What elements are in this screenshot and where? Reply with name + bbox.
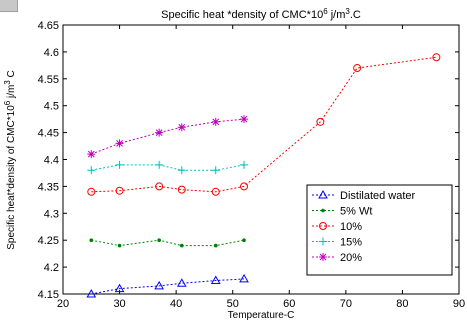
y-tick-label: 4.25: [38, 235, 59, 247]
data-point: [114, 283, 125, 293]
y-tick-label: 4.55: [38, 74, 59, 86]
series-line: [91, 118, 245, 155]
series-layer: [86, 53, 441, 298]
data-point: [155, 128, 164, 137]
y-tick-label: 4.5: [44, 101, 59, 113]
data-point: [210, 275, 221, 285]
data-point: [115, 186, 124, 195]
legend-item: 5% Wt: [312, 206, 372, 218]
series-line: [91, 164, 245, 171]
legend-item: Distilated water: [312, 189, 416, 202]
x-tick-label: 30: [113, 298, 125, 310]
data-point: [240, 160, 249, 169]
legend-item: 20%: [312, 252, 362, 264]
legend-item: 15%: [312, 237, 362, 249]
data-point: [211, 166, 220, 175]
series-4: [87, 115, 249, 159]
y-tick-label: 4.35: [38, 181, 59, 193]
y-tick-label: 4.3: [44, 208, 59, 220]
x-tick-label: 40: [170, 298, 182, 310]
series-2: [87, 53, 441, 196]
data-point: [154, 280, 165, 290]
data-point: [177, 185, 186, 194]
data-point: [432, 53, 441, 62]
data-point: [117, 243, 122, 248]
figure-corner-mark: [0, 0, 18, 12]
data-point: [86, 288, 97, 298]
data-point: [89, 238, 94, 242]
data-point: [115, 139, 124, 148]
data-point: [316, 117, 325, 126]
data-point: [115, 160, 124, 169]
legend: Distilated water 5% Wt 10% 15% 20%: [306, 184, 453, 276]
data-point: [242, 238, 246, 242]
y-tick-label: 4.4: [44, 155, 59, 167]
chart-title: Specific heat *density of CMC*106 j/m3.C: [161, 7, 361, 22]
x-tick-label: 60: [283, 298, 295, 310]
y-tick-label: 4.2: [44, 262, 59, 274]
series-line: [91, 56, 437, 193]
legend-label: Distilated water: [340, 190, 416, 202]
legend-label: 20%: [340, 252, 362, 264]
legend-marker: [319, 222, 327, 230]
data-point: [180, 243, 184, 248]
legend-marker: [321, 208, 325, 213]
data-point: [177, 123, 186, 132]
data-point: [176, 278, 187, 287]
x-tick-label: 50: [227, 298, 239, 310]
x-axis-ticks: 20 30 40 50 60 70 80 90: [57, 25, 465, 310]
y-axis-ticks: 4.15 4.2 4.25 4.3 4.35 4.4 4.45 4.5 4.55 4.6 4.65: [38, 20, 459, 301]
x-tick-label: 70: [340, 298, 352, 310]
data-point: [213, 243, 218, 248]
y-tick-label: 4.45: [38, 128, 59, 140]
y-tick-label: 4.65: [38, 20, 59, 32]
x-tick-label: 20: [57, 298, 69, 310]
data-point: [87, 166, 96, 175]
data-point: [155, 160, 164, 169]
x-tick-label: 90: [453, 298, 465, 310]
data-point: [240, 115, 249, 124]
series-1: [89, 238, 246, 248]
series-3: [87, 160, 249, 175]
y-tick-label: 4.6: [44, 47, 59, 59]
x-axis-label: Temperature-C: [228, 310, 295, 321]
data-point: [240, 182, 249, 191]
data-point: [239, 273, 249, 283]
legend-label: 10%: [340, 221, 362, 233]
data-point: [353, 64, 362, 73]
data-point: [211, 187, 220, 196]
data-point: [157, 238, 161, 242]
series-line: [91, 239, 245, 247]
legend-marker: [319, 253, 327, 261]
data-point: [155, 182, 164, 191]
y-axis-label: Specific heat*density of CMC*106 j/m3 C: [3, 70, 18, 250]
data-point: [87, 187, 96, 196]
series-0: [86, 273, 249, 298]
legend-box: [306, 184, 453, 276]
legend-label: 15%: [340, 237, 362, 249]
legend-items: Distilated water 5% Wt 10% 15% 20%: [312, 189, 416, 264]
legend-item: 10%: [312, 221, 362, 233]
data-point: [87, 150, 96, 159]
y-tick-label: 4.15: [38, 289, 59, 301]
x-tick-label: 80: [396, 298, 408, 310]
data-point: [177, 166, 186, 175]
legend-marker: [318, 189, 328, 199]
legend-label: 5% Wt: [340, 206, 372, 218]
legend-marker: [319, 237, 327, 246]
data-point: [211, 117, 220, 126]
